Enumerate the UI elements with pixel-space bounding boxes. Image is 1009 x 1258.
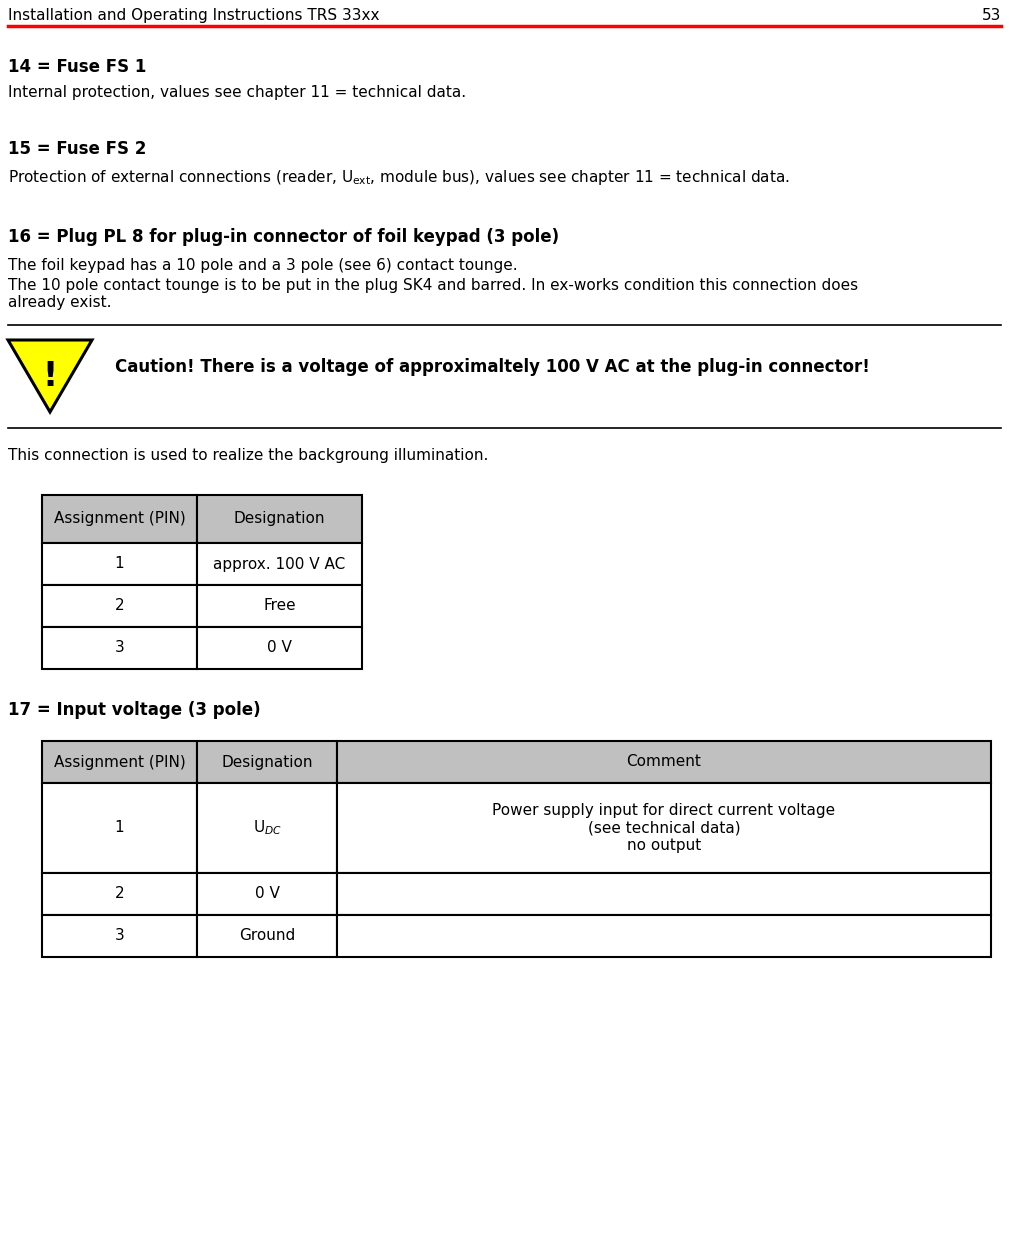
Bar	[42, 626, 197, 669]
Text: 14 = Fuse FS 1: 14 = Fuse FS 1	[8, 58, 146, 75]
Text: 3: 3	[115, 928, 124, 944]
Bar	[337, 741, 991, 782]
Text: Caution! There is a voltage of approximaltely 100 V AC at the plug-in connector!: Caution! There is a voltage of approxima…	[115, 359, 870, 376]
Text: This connection is used to realize the backgroung illumination.: This connection is used to realize the b…	[8, 448, 488, 463]
Bar	[337, 873, 991, 915]
Bar	[42, 782, 197, 873]
Text: approx. 100 V AC: approx. 100 V AC	[213, 556, 346, 571]
Text: Free: Free	[263, 599, 296, 614]
Text: Protection of external connections (reader, U$_{\mathrm{ext}}$, module bus), val: Protection of external connections (read…	[8, 169, 790, 187]
Text: 1: 1	[115, 556, 124, 571]
Bar	[42, 741, 197, 782]
Text: 0 V: 0 V	[254, 887, 279, 902]
Text: Designation: Designation	[221, 755, 313, 770]
Text: Ground: Ground	[239, 928, 295, 944]
Bar	[197, 782, 337, 873]
Text: The 10 pole contact tounge is to be put in the plug SK4 and barred. In ex-works : The 10 pole contact tounge is to be put …	[8, 278, 858, 311]
Text: Internal protection, values see chapter 11 = technical data.: Internal protection, values see chapter …	[8, 86, 466, 99]
Text: Assignment (PIN): Assignment (PIN)	[53, 512, 186, 527]
Text: Power supply input for direct current voltage
(see technical data)
no output: Power supply input for direct current vo…	[492, 803, 835, 853]
Text: 17 = Input voltage (3 pole): 17 = Input voltage (3 pole)	[8, 701, 260, 720]
Bar	[337, 915, 991, 957]
Text: The foil keypad has a 10 pole and a 3 pole (see 6) contact tounge.: The foil keypad has a 10 pole and a 3 po…	[8, 258, 518, 273]
Text: 1: 1	[115, 820, 124, 835]
Bar	[197, 915, 337, 957]
Bar	[42, 585, 197, 626]
Text: !: !	[42, 360, 58, 394]
Text: Installation and Operating Instructions TRS 33xx: Installation and Operating Instructions …	[8, 8, 379, 23]
Text: 2: 2	[115, 887, 124, 902]
Text: Assignment (PIN): Assignment (PIN)	[53, 755, 186, 770]
Text: 0 V: 0 V	[267, 640, 292, 655]
Bar	[42, 915, 197, 957]
Bar	[42, 494, 197, 543]
Text: 16 = Plug PL 8 for plug-in connector of foil keypad (3 pole): 16 = Plug PL 8 for plug-in connector of …	[8, 228, 559, 247]
Bar	[42, 543, 197, 585]
Bar	[337, 782, 991, 873]
Text: 2: 2	[115, 599, 124, 614]
Bar	[42, 873, 197, 915]
Text: Comment: Comment	[627, 755, 701, 770]
Text: 3: 3	[115, 640, 124, 655]
Text: Designation: Designation	[234, 512, 325, 527]
Text: U$_{DC}$: U$_{DC}$	[252, 819, 282, 838]
Polygon shape	[8, 340, 92, 413]
Bar	[197, 873, 337, 915]
Bar	[197, 585, 362, 626]
Bar	[197, 494, 362, 543]
Text: 53: 53	[982, 8, 1001, 23]
Text: 15 = Fuse FS 2: 15 = Fuse FS 2	[8, 140, 146, 159]
Bar	[197, 741, 337, 782]
Bar	[197, 626, 362, 669]
Bar	[197, 543, 362, 585]
